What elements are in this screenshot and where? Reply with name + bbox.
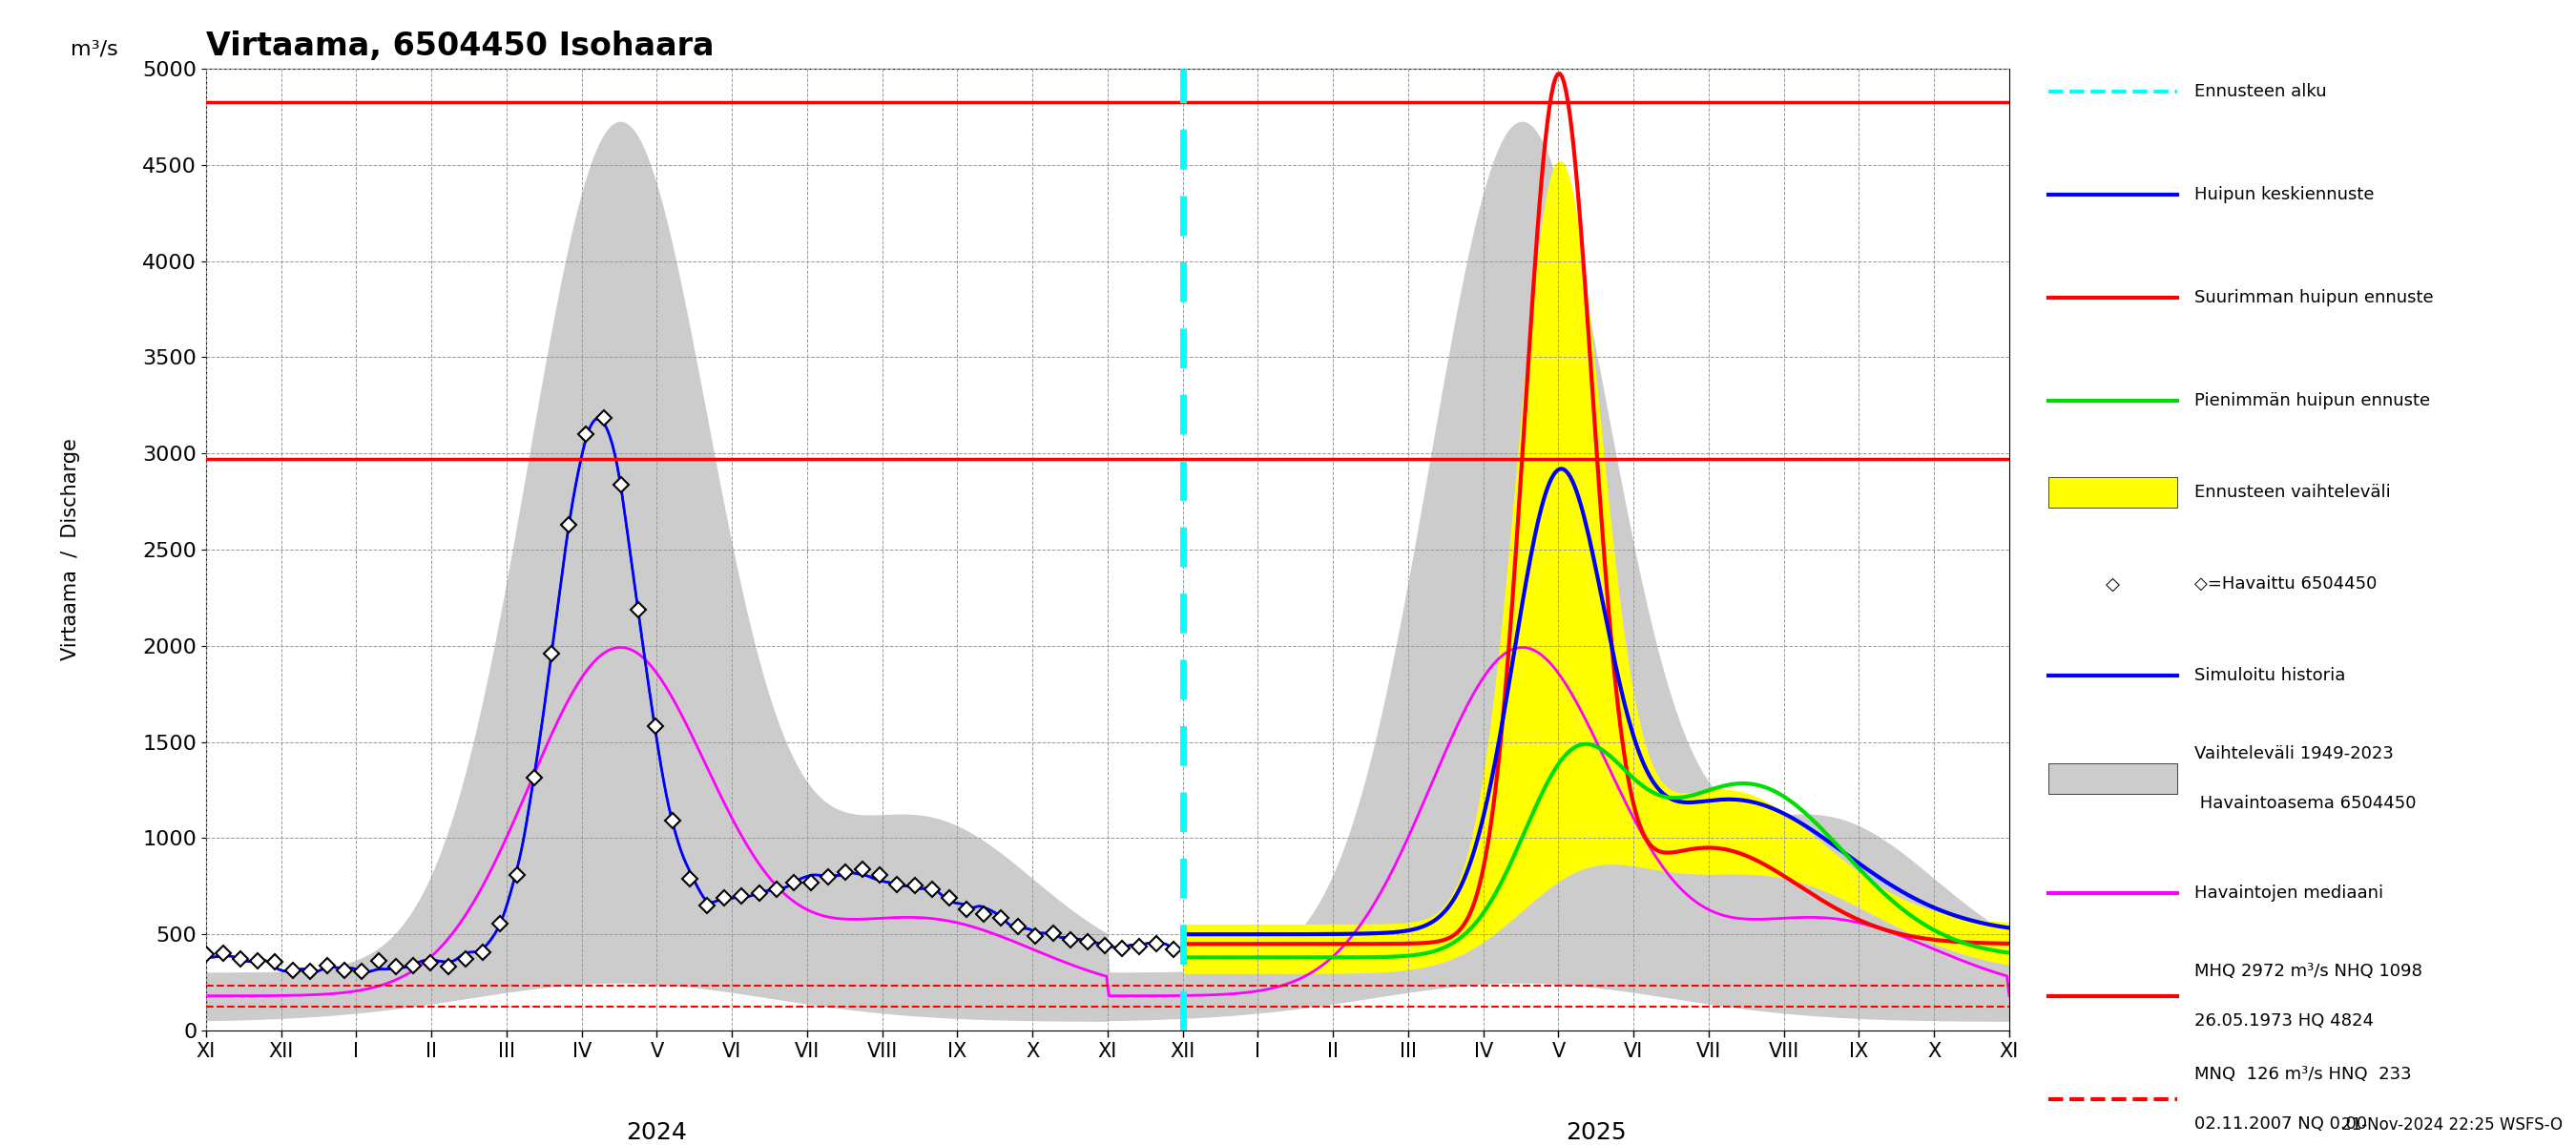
- Text: 2025: 2025: [1566, 1121, 1625, 1144]
- Text: Virtaama  /  Discharge: Virtaama / Discharge: [62, 439, 80, 661]
- Text: MNQ  126 m³/s HNQ  233: MNQ 126 m³/s HNQ 233: [2195, 1065, 2411, 1083]
- Text: MHQ 2972 m³/s NHQ 1098: MHQ 2972 m³/s NHQ 1098: [2195, 962, 2421, 979]
- Text: Suurimman huipun ennuste: Suurimman huipun ennuste: [2195, 289, 2434, 306]
- Text: Havaintoasema 6504450: Havaintoasema 6504450: [2195, 795, 2416, 813]
- Text: Simuloitu historia: Simuloitu historia: [2195, 666, 2347, 685]
- Text: Havaintojen mediaani: Havaintojen mediaani: [2195, 884, 2383, 902]
- Text: Vaihteleväli 1949-2023: Vaihteleväli 1949-2023: [2195, 744, 2393, 763]
- Text: Pienimmän huipun ennuste: Pienimmän huipun ennuste: [2195, 392, 2432, 409]
- Text: Ennusteen vaihteleväli: Ennusteen vaihteleväli: [2195, 484, 2391, 502]
- Text: Ennusteen alku: Ennusteen alku: [2195, 82, 2326, 100]
- Text: 2024: 2024: [626, 1121, 688, 1144]
- Text: ◇=Havaittu 6504450: ◇=Havaittu 6504450: [2195, 575, 2378, 593]
- Text: 21-Nov-2024 22:25 WSFS-O: 21-Nov-2024 22:25 WSFS-O: [2342, 1116, 2563, 1134]
- Text: m³/s: m³/s: [72, 40, 118, 60]
- Text: Virtaama, 6504450 Isohaara: Virtaama, 6504450 Isohaara: [206, 31, 714, 62]
- Text: 26.05.1973 HQ 4824: 26.05.1973 HQ 4824: [2195, 1012, 2375, 1030]
- Text: 02.11.2007 NQ 0.00: 02.11.2007 NQ 0.00: [2195, 1115, 2367, 1134]
- Text: Huipun keskiennuste: Huipun keskiennuste: [2195, 185, 2375, 204]
- Text: ◇: ◇: [2105, 575, 2120, 593]
